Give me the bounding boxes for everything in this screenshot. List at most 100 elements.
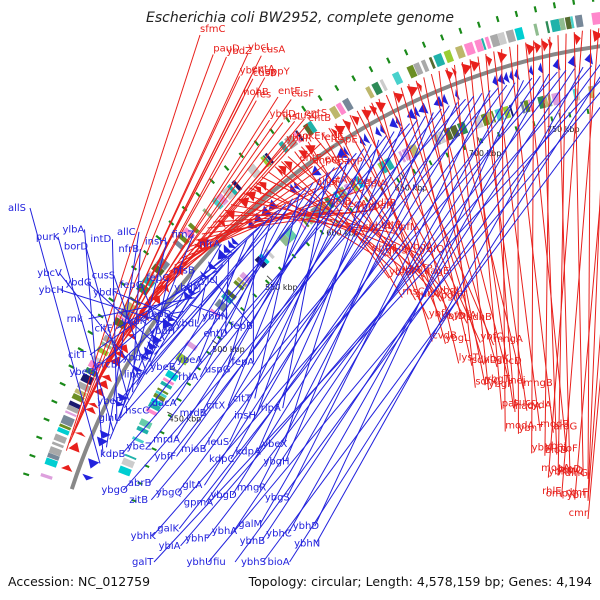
reverse-gene-arrow <box>82 473 94 481</box>
reverse-gene-label: ybcV <box>37 268 62 279</box>
reverse-gene-arrow <box>363 133 371 144</box>
reverse-gene-label: fepB <box>230 321 253 332</box>
cog-block-outer <box>51 441 64 449</box>
gc-skew-mark <box>476 21 481 28</box>
forward-gene-label: appY <box>265 67 291 78</box>
kbp-tick-label: 650 kbp <box>395 184 428 193</box>
reverse-gene-arrow <box>231 236 240 246</box>
reverse-gene-label: gpmA <box>184 497 213 508</box>
gc-content-mark <box>462 144 467 151</box>
reverse-leader-line <box>231 92 483 496</box>
forward-gene-label: ybdD <box>270 109 297 120</box>
gc-content-mark <box>131 498 137 503</box>
reverse-gene-label: ybdF <box>93 287 118 298</box>
cog-block-outer <box>64 410 77 418</box>
cog-block-inner <box>145 407 158 417</box>
reverse-gene-label: rlpA <box>261 403 281 414</box>
reverse-gene-label: galK <box>157 524 179 535</box>
cog-block-inner <box>150 397 163 407</box>
forward-leader-line <box>153 163 300 292</box>
cog-block-inner <box>490 110 497 123</box>
forward-gene-arrow <box>61 464 73 472</box>
reverse-gene-arrow <box>492 75 499 87</box>
forward-leader-line <box>134 141 297 319</box>
forward-leader-line <box>453 64 490 391</box>
reverse-gene-label: ybcH <box>39 285 64 296</box>
reverse-leader-line <box>315 66 584 544</box>
gc-skew-mark <box>533 6 538 13</box>
cog-block-outer <box>342 97 354 112</box>
cog-block-outer <box>44 457 59 468</box>
cog-block-outer <box>391 71 404 86</box>
reverse-leader-line <box>282 172 328 409</box>
forward-gene-label: cstA <box>326 175 348 186</box>
reverse-gene-arrow <box>223 244 233 253</box>
forward-gene-arrow <box>68 442 80 453</box>
kbp-tick <box>400 172 406 180</box>
forward-gene-label: dpiB <box>329 197 351 208</box>
forward-gene-label: fepE <box>321 132 343 143</box>
reverse-leader-line <box>203 105 450 486</box>
forward-leader-line <box>148 145 335 299</box>
forward-leader-line <box>541 38 558 455</box>
reverse-leader-line <box>234 64 600 563</box>
cog-block-inner <box>349 179 360 192</box>
gc-skew-mark <box>59 381 66 387</box>
cog-block-outer <box>474 38 485 53</box>
reverse-gene-label: galT <box>132 557 154 568</box>
forward-gene-label: entE <box>278 86 301 97</box>
gc-skew-mark <box>22 472 30 477</box>
reverse-gene-label: rnk <box>67 314 83 325</box>
cog-block-outer <box>60 414 75 428</box>
gc-content-mark <box>240 306 246 312</box>
cog-block-outer <box>497 31 507 46</box>
reverse-leader-line <box>174 148 365 440</box>
gc-skew-mark <box>43 417 50 422</box>
forward-gene-arrow <box>406 86 419 97</box>
gc-content-mark <box>586 108 590 115</box>
reverse-leader-line <box>208 91 600 563</box>
reverse-gene-label: ybhS <box>241 557 266 568</box>
reverse-gene-label: entD <box>203 328 227 339</box>
cog-block-outer <box>295 130 304 142</box>
forward-gene-label: dpiA <box>364 178 386 189</box>
gc-content-mark <box>206 350 212 356</box>
cog-block-inner <box>162 377 175 386</box>
reverse-gene-label: leuS <box>208 437 230 448</box>
reverse-gene-arrow <box>343 145 351 157</box>
reverse-gene-label: mngR <box>237 483 266 494</box>
cog-block-outer <box>550 18 561 33</box>
forward-gene-label: insL <box>283 112 303 123</box>
gc-content-mark <box>264 279 270 285</box>
forward-gene-label: rhsC <box>402 287 424 298</box>
cog-block-inner <box>551 92 562 106</box>
forward-leader-line <box>108 100 257 361</box>
reverse-leader-line <box>120 152 357 419</box>
kbp-tick-label: 750 kbp <box>547 125 580 134</box>
forward-gene-arrow <box>330 128 338 139</box>
reverse-gene-label: zitB <box>129 495 148 506</box>
reverse-gene-label: ybgS <box>265 492 290 503</box>
reverse-leader-line <box>173 182 314 404</box>
reverse-leader-line <box>262 106 600 563</box>
reverse-gene-label: fepD <box>148 309 172 320</box>
reverse-gene-label: ybfF <box>154 451 176 462</box>
reverse-leader-line <box>148 135 387 447</box>
forward-gene-label: cydA <box>527 400 552 411</box>
forward-leader-line <box>174 185 327 266</box>
reverse-leader-line <box>144 245 242 358</box>
cog-block-inner <box>185 339 198 351</box>
cog-block-inner <box>254 255 268 269</box>
gc-content-mark <box>395 177 401 183</box>
reverse-gene-label: allS <box>8 203 26 214</box>
gc-content-mark <box>176 397 182 402</box>
forward-gene-arrow <box>253 185 262 195</box>
cog-block-inner <box>437 130 447 144</box>
forward-gene-arrow <box>533 41 542 54</box>
forward-leader-line <box>363 106 433 342</box>
kbp-tick-label: 700 kbp <box>469 149 502 158</box>
forward-leader-line <box>531 40 535 454</box>
forward-gene-label: cusF <box>291 88 314 99</box>
forward-gene-label: mngB <box>523 378 552 389</box>
